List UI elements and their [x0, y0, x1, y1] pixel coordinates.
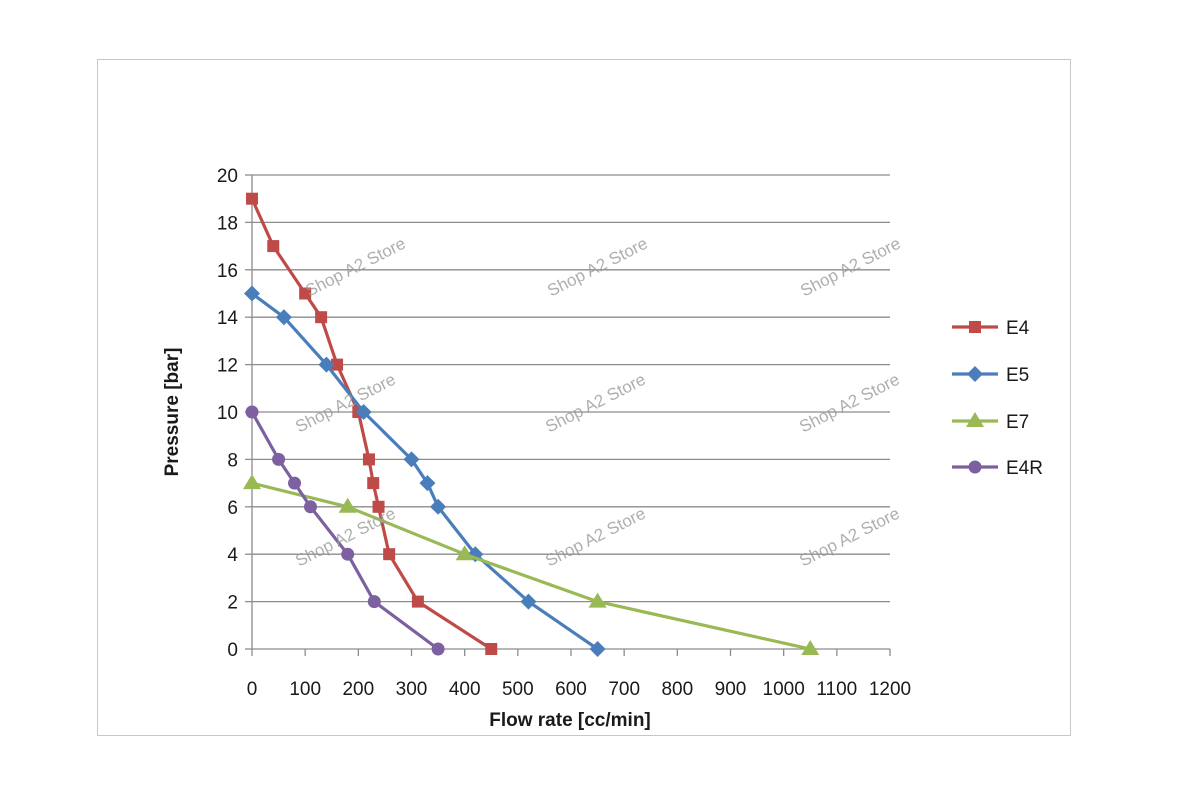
x-tick-label: 1200	[869, 679, 911, 700]
data-point	[275, 309, 292, 326]
data-point	[355, 404, 372, 420]
legend-label: E4R	[1006, 458, 1043, 479]
data-point	[272, 452, 286, 466]
legend-item-e4: E4	[952, 318, 1030, 339]
x-tick-label: 300	[396, 679, 428, 700]
data-point	[801, 640, 820, 655]
y-tick-label: 16	[217, 261, 238, 282]
y-tick-label: 14	[217, 308, 239, 329]
legend-marker	[968, 460, 982, 474]
data-point	[331, 358, 344, 371]
y-tick-label: 2	[227, 593, 238, 614]
data-point	[589, 641, 606, 657]
data-point	[362, 453, 375, 466]
x-tick-label: 500	[502, 679, 534, 700]
watermark-text: Shop A2 Store	[796, 504, 902, 571]
x-tick-label: 400	[449, 679, 481, 700]
series-line	[251, 292, 599, 651]
data-series	[243, 192, 820, 657]
data-point	[341, 547, 355, 561]
y-tick-label: 0	[227, 640, 238, 661]
legend-label: E5	[1006, 365, 1029, 386]
y-axis-label: Pressure [bar]	[162, 348, 183, 477]
x-tick-label: 200	[342, 679, 374, 700]
x-tick-label: 700	[608, 679, 640, 700]
legend-item-e4r: E4R	[952, 458, 1043, 479]
data-point	[455, 545, 474, 561]
data-point	[430, 498, 447, 515]
data-point	[367, 595, 381, 609]
series-e5	[244, 285, 606, 657]
watermark-text: Shop A2 Store	[797, 234, 903, 301]
y-tick-label: 4	[227, 545, 238, 566]
data-point	[243, 474, 261, 490]
data-point	[419, 475, 436, 492]
data-point	[299, 287, 312, 300]
legend: E4 E5 E7 E4R	[952, 318, 1043, 479]
y-tick-label: 8	[227, 450, 238, 471]
x-tick-label: 900	[715, 679, 747, 700]
x-axis-label: Flow rate [cc/min]	[489, 710, 651, 731]
series-e4	[246, 192, 498, 655]
data-point	[588, 592, 607, 608]
watermark-text: Shop A2 Store	[544, 234, 650, 301]
watermark-text: Shop A2 Store	[542, 504, 648, 571]
x-tick-label: 600	[555, 679, 587, 700]
data-point	[431, 642, 445, 656]
data-point	[411, 595, 424, 608]
series-line	[251, 481, 811, 651]
series-e4r	[245, 405, 445, 656]
data-point	[303, 500, 317, 514]
data-point	[383, 548, 396, 561]
data-point	[338, 497, 357, 513]
data-point	[485, 643, 498, 655]
data-point	[288, 476, 302, 490]
legend-label: E4	[1006, 318, 1030, 339]
x-tick-label: 100	[289, 679, 321, 700]
y-tick-label: 18	[217, 213, 238, 234]
x-tick-label: 800	[661, 679, 693, 700]
watermark-text: Shop A2 Store	[302, 234, 408, 301]
data-point	[520, 593, 537, 610]
gridlines	[252, 174, 890, 603]
data-point	[372, 500, 385, 513]
series-e7	[243, 474, 820, 655]
watermark-text: Shop A2 Store	[292, 504, 398, 571]
chart-frame	[97, 59, 1071, 736]
series-line	[250, 198, 493, 651]
data-point	[244, 285, 260, 302]
data-point	[315, 311, 328, 324]
legend-item-e5: E5	[952, 365, 1029, 386]
legend-label: E7	[1006, 412, 1029, 433]
y-tick-label: 6	[227, 498, 238, 519]
x-tick-label: 0	[247, 679, 258, 700]
watermark-text: Shop A2 Store	[796, 370, 902, 437]
data-point	[267, 240, 280, 253]
x-tick-label: 1100	[816, 679, 857, 700]
legend-marker	[966, 412, 984, 427]
data-point	[403, 451, 420, 468]
legend-item-e7: E7	[952, 412, 1029, 433]
y-tick-label: 20	[217, 166, 238, 187]
y-tick-label: 12	[217, 356, 238, 377]
x-tick-label: 1000	[763, 679, 805, 700]
legend-marker	[967, 366, 983, 382]
watermarks: Shop A2 Store Shop A2 Store Shop A2 Store S…	[292, 234, 903, 571]
data-point	[367, 477, 380, 490]
y-tick-label: 10	[217, 403, 238, 424]
data-point	[318, 356, 335, 373]
legend-marker	[969, 321, 981, 333]
data-point	[245, 405, 259, 419]
watermark-text: Shop A2 Store	[542, 370, 648, 437]
data-point	[246, 192, 258, 205]
